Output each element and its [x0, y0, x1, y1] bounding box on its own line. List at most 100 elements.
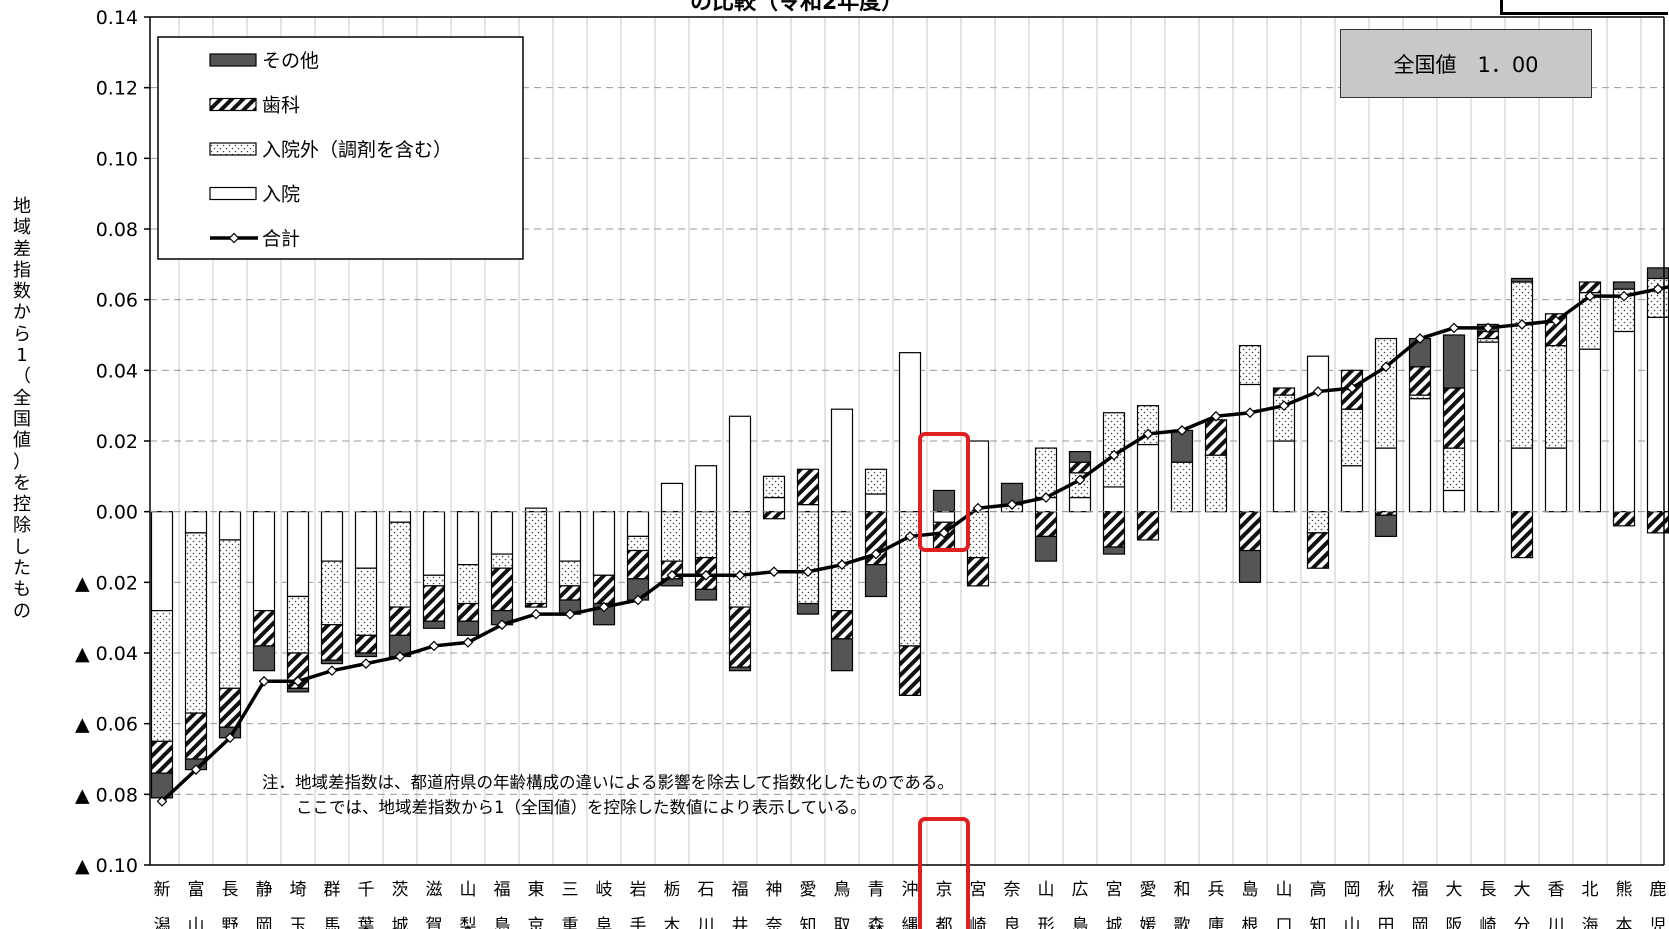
y-axis-label-char: を	[13, 472, 31, 494]
total-point	[802, 566, 814, 578]
x-tick-label: 愛	[1140, 880, 1157, 900]
x-tick-label: 本	[1616, 916, 1633, 929]
x-tick-label: 埼	[290, 880, 307, 900]
bar-segment	[1374, 514, 1398, 538]
x-tick-label: 熊	[1616, 880, 1633, 900]
total-point	[428, 640, 440, 652]
bar-segment	[1612, 281, 1636, 290]
total-point	[938, 527, 950, 539]
bar-segment	[1034, 535, 1058, 562]
bar-segment	[898, 352, 922, 513]
x-tick-label: 手	[630, 916, 647, 929]
bar-segment	[1170, 461, 1194, 513]
x-tick-label: 岡	[256, 916, 273, 929]
x-tick-label: 媛	[1140, 916, 1157, 929]
legend-swatch-marker	[228, 232, 240, 244]
bar-segment	[830, 609, 854, 640]
highlight-box-bar	[918, 432, 970, 552]
total-point	[326, 665, 338, 677]
bar-segment	[558, 585, 582, 601]
bar-segment	[218, 511, 242, 541]
bar-segment	[1340, 408, 1364, 467]
x-tick-label: 田	[1378, 916, 1395, 929]
x-tick-label: 石	[698, 880, 715, 900]
bar-segment	[1136, 511, 1160, 541]
x-tick-label: 京	[528, 916, 545, 929]
x-tick-label: 城	[1106, 916, 1123, 929]
x-tick-label: 口	[1276, 916, 1293, 929]
y-tick-label: ▲ 0.06	[75, 714, 138, 736]
bar-segment	[184, 532, 208, 714]
x-tick-label: 島	[1072, 916, 1089, 929]
x-tick-label: 海	[1582, 916, 1599, 929]
bar-segment	[932, 489, 956, 513]
bar-segment	[422, 585, 446, 622]
national-value-box: 全国値 1．00	[1340, 29, 1592, 98]
bar-segment	[796, 602, 820, 615]
total-point	[1380, 361, 1392, 373]
bar-segment	[456, 511, 480, 566]
bar-segment	[184, 712, 208, 760]
x-tick-label: 沖	[902, 880, 919, 900]
x-tick-label: 香	[1548, 880, 1565, 900]
total-point	[734, 569, 746, 581]
bar-segment	[1068, 451, 1092, 463]
y-axis-label-char: か	[13, 302, 31, 324]
bar-segment	[252, 609, 276, 647]
x-tick-label: 知	[1310, 916, 1327, 929]
x-tick-label: 千	[358, 880, 375, 900]
bar-segment	[218, 539, 242, 689]
total-point	[1652, 283, 1664, 295]
total-point	[768, 566, 780, 578]
x-tick-label: 富	[188, 880, 205, 900]
bar-segment	[1238, 549, 1262, 583]
bar-segment	[388, 521, 412, 608]
x-tick-label: 群	[324, 880, 341, 900]
total-point	[1584, 290, 1596, 302]
x-tick-label: 岡	[1344, 880, 1361, 900]
x-tick-label: 兵	[1208, 880, 1225, 900]
total-point	[1414, 333, 1426, 344]
bar-segment	[1306, 355, 1330, 513]
total-point	[496, 619, 508, 631]
y-tick-label: 0.06	[96, 290, 138, 312]
bar-segment	[354, 634, 378, 654]
bar-segment	[558, 560, 582, 587]
x-tick-label: 岩	[630, 880, 647, 900]
bar-segment	[728, 666, 752, 672]
x-tick-label: 城	[392, 916, 409, 929]
total-point	[870, 548, 882, 560]
x-tick-label: 児	[1650, 916, 1667, 929]
bar-segment	[1068, 461, 1092, 474]
x-tick-label: 阪	[1446, 916, 1463, 929]
y-tick-label: 0.14	[96, 7, 138, 29]
bar-segment	[592, 511, 616, 576]
bar-segment	[592, 574, 616, 605]
x-tick-label: 崎	[1480, 916, 1497, 929]
x-tick-label: 良	[1004, 916, 1021, 929]
bar-segment	[1068, 496, 1092, 513]
y-axis-label-char: 域	[13, 217, 31, 239]
bar-segment	[490, 511, 514, 555]
y-axis-label-char: も	[13, 579, 31, 601]
y-axis-label-char: 差	[13, 238, 31, 260]
bar-segment	[762, 496, 786, 513]
bar-segment	[626, 535, 650, 552]
x-tick-label: 岡	[1412, 916, 1429, 929]
y-axis-label-char: 数	[13, 281, 31, 303]
y-axis-label: 地域差指数から 1 （全国値）を控除したもの	[10, 196, 34, 622]
bar-segment	[1442, 387, 1466, 449]
bar-segment	[1102, 486, 1126, 513]
legend-swatch	[209, 142, 257, 156]
y-tick-label: ▲ 0.04	[75, 643, 138, 665]
bar-segment	[286, 511, 310, 598]
legend-label: その他	[262, 50, 319, 72]
x-tick-label: 歌	[1174, 916, 1191, 929]
bar-segment	[456, 602, 480, 622]
bar-segment	[1646, 316, 1669, 513]
bar-segment	[1102, 511, 1126, 548]
x-tick-label: 梨	[460, 916, 477, 929]
bar-segment	[932, 511, 956, 523]
bar-segment	[1442, 334, 1466, 389]
